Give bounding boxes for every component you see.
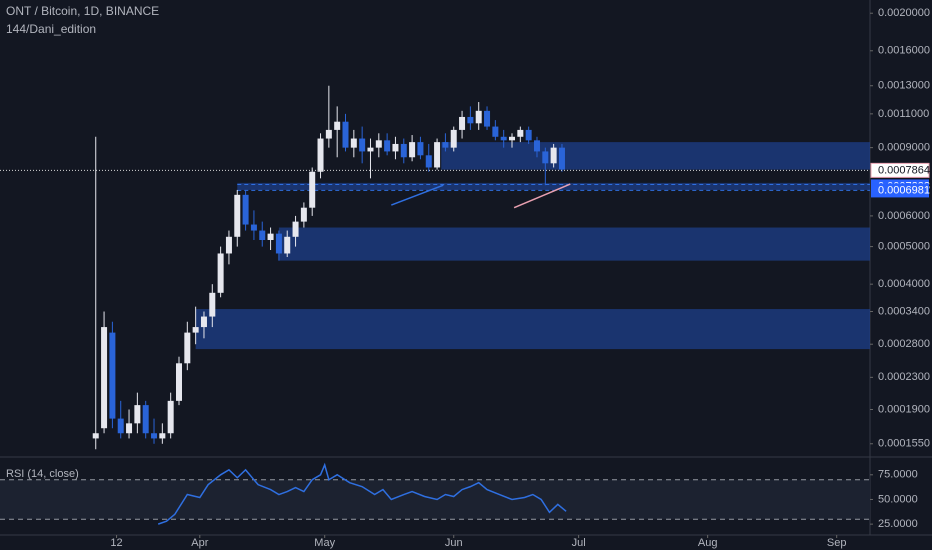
candle-body (375, 140, 382, 148)
candle-body (325, 129, 332, 139)
candle-body (167, 400, 174, 434)
candle-body (425, 155, 432, 168)
y-tick-label: 25.0000 (878, 518, 918, 530)
y-tick-label: 75.0000 (878, 469, 918, 481)
chart-subtitle: 144/Dani_edition (6, 22, 96, 36)
candle-body (484, 110, 491, 127)
candle-body (367, 147, 374, 152)
x-tick-label: Sep (827, 537, 847, 549)
candle-body (350, 138, 357, 148)
y-tick-label: 50.0000 (878, 493, 918, 505)
candle-body (159, 433, 166, 439)
y-tick-label: 0.0001900 (878, 403, 930, 415)
candle-body (259, 230, 266, 240)
zone (195, 309, 870, 350)
y-tick-label: 0.0002300 (878, 371, 930, 383)
level-label: 0.0006981 (878, 184, 930, 196)
candle-body (300, 207, 307, 222)
zone (278, 227, 870, 261)
candle-body (142, 405, 149, 434)
y-tick-label: 0.0004000 (878, 278, 930, 290)
y-tick-label: 0.0020000 (878, 7, 930, 19)
candle-body (550, 147, 557, 164)
candle-body (517, 129, 524, 137)
candle-body (184, 332, 191, 364)
trendline (391, 184, 444, 206)
y-tick-label: 0.0002800 (878, 338, 930, 350)
candle-body (392, 143, 399, 152)
candle-body (117, 418, 124, 434)
trendline (513, 183, 571, 209)
x-tick-label: 12 (110, 537, 122, 549)
candle-body (209, 292, 216, 317)
y-tick-label: 0.0016000 (878, 45, 930, 57)
candle-body (434, 142, 441, 168)
x-tick-label: Jul (572, 537, 586, 549)
candle-body (542, 151, 549, 164)
current-price-tag (870, 162, 930, 178)
candle-body (359, 138, 366, 152)
candle-body (225, 236, 232, 254)
candle-body (200, 316, 207, 328)
level-tag (871, 183, 929, 198)
y-tick-label: 0.0005000 (878, 241, 930, 253)
candle-body (558, 147, 565, 170)
candle-body (101, 327, 108, 429)
candle-body (384, 140, 391, 152)
x-tick-label: Jun (445, 537, 463, 549)
candle-body (250, 224, 257, 231)
candle-body (509, 136, 516, 141)
rsi-title: RSI (14, close) (6, 468, 79, 480)
candle-body (134, 405, 141, 424)
candle-body (192, 327, 199, 333)
y-tick-label: 0.0001550 (878, 438, 930, 450)
candle-body (417, 142, 424, 156)
y-tick-label: 0.0013000 (878, 80, 930, 92)
x-tick-label: Apr (191, 537, 208, 549)
candle-body (126, 423, 133, 434)
candle-body (309, 171, 316, 208)
x-tick-label: May (314, 537, 335, 549)
candle-body (400, 143, 407, 158)
candle-body (409, 142, 416, 158)
candle-body (151, 433, 158, 439)
candle-body (459, 116, 466, 130)
y-tick-label: 0.0009000 (878, 142, 930, 154)
candle-body (175, 363, 182, 401)
candle-body (92, 433, 99, 439)
candle-body (467, 116, 474, 124)
candle-body (242, 194, 249, 225)
candle-body (342, 121, 349, 148)
candle-body (442, 142, 449, 148)
current-price-label: 0.0007864 (878, 164, 930, 176)
rsi-line (157, 462, 567, 525)
chart-title: ONT / Bitcoin, 1D, BINANCE (6, 4, 159, 18)
candle-body (334, 121, 341, 130)
candle-body (492, 126, 499, 137)
candle-body (525, 129, 532, 141)
y-tick-label: 0.0003400 (878, 305, 930, 317)
candle-body (234, 194, 241, 237)
candle-body (317, 138, 324, 172)
candle-body (450, 129, 457, 148)
y-tick-label: 0.0011000 (878, 108, 929, 120)
y-tick-label: 0.0006000 (878, 210, 930, 222)
zone (237, 182, 871, 190)
candle-body (284, 236, 291, 254)
zone (441, 142, 870, 170)
x-tick-label: Aug (698, 537, 718, 549)
candle-body (533, 140, 540, 152)
candle-body (475, 110, 482, 124)
candle-body (217, 253, 224, 293)
candle-body (500, 136, 507, 141)
candle-body (275, 233, 282, 254)
candle-body (292, 221, 299, 237)
candle-body (267, 233, 274, 240)
candle-body (109, 332, 116, 419)
